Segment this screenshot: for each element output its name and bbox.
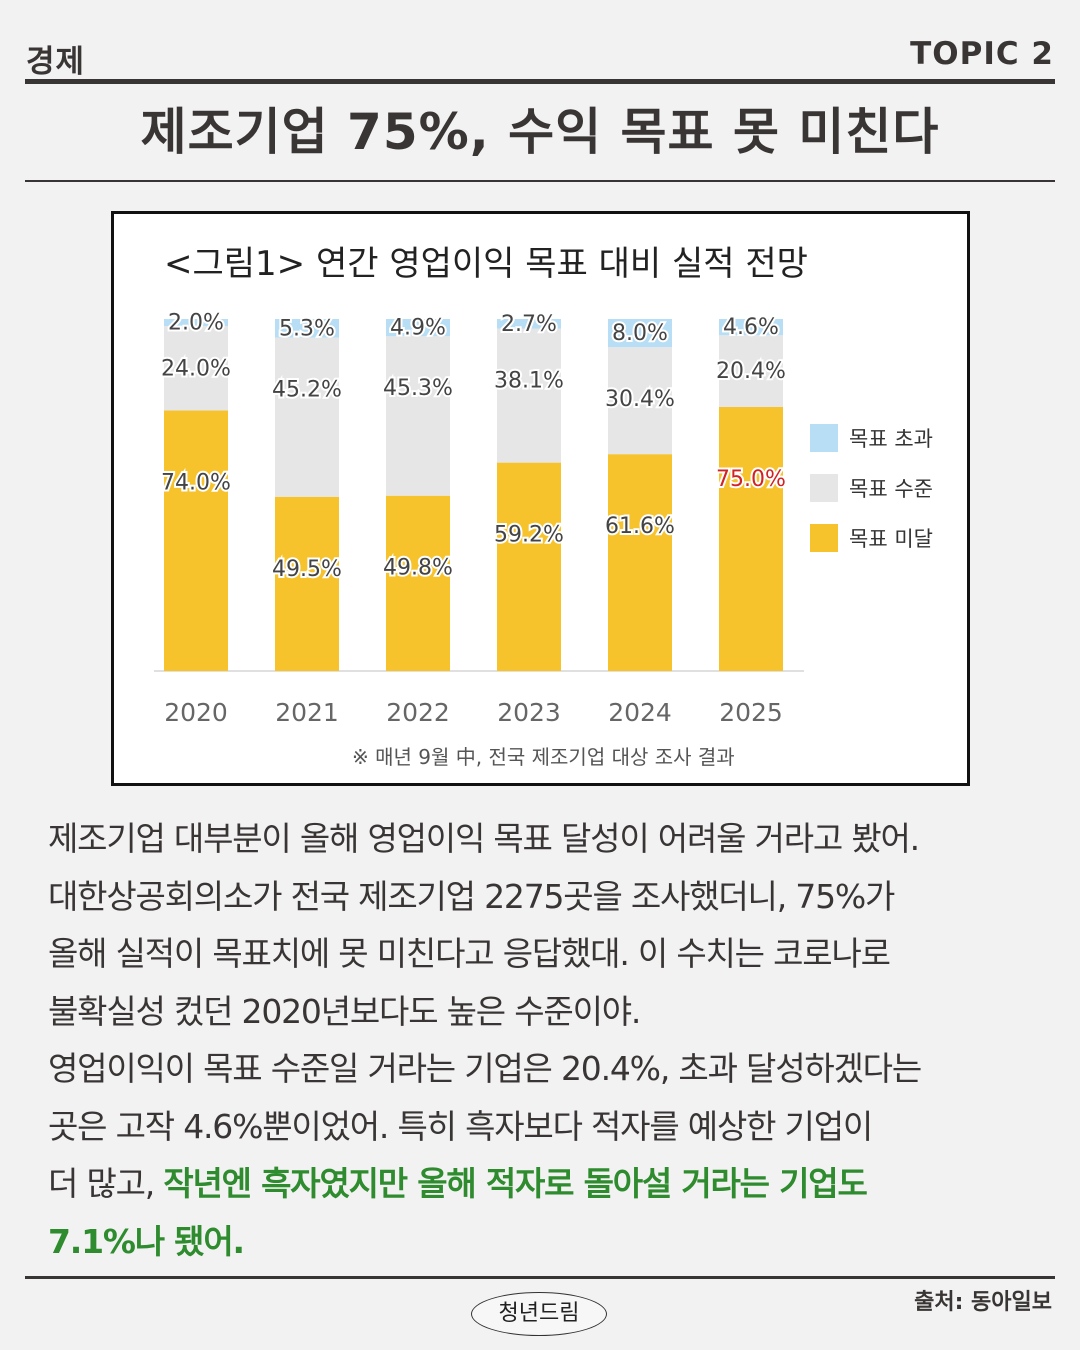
bar-segment: [497, 319, 561, 329]
x-tick-label: 2025: [719, 698, 783, 727]
data-label: 30.4%: [605, 387, 675, 412]
article-line: 불확실성 컸던 2020년보다도 높은 수준이야.: [48, 991, 641, 1031]
bar-segment: [386, 495, 450, 671]
bar-segment: [275, 496, 339, 671]
article-highlight: 작년엔 흑자였지만 올해 적자로 돌아설 거라는 기업도: [163, 1164, 867, 1203]
x-tick-label: 2024: [608, 698, 672, 727]
data-label: 4.9%: [390, 316, 446, 341]
page-title: 제조기업 75%, 수익 목표 못 미친다: [140, 103, 940, 161]
data-label: 24.0%: [161, 356, 231, 381]
x-tick-label: 2021: [275, 698, 339, 727]
chart-footnote: ※ 매년 9월 中, 전국 제조기업 대상 조사 결과: [352, 745, 735, 769]
data-label: 45.3%: [383, 376, 453, 401]
data-label: 49.8%: [383, 556, 453, 581]
bar-segment: [386, 336, 450, 496]
data-label: 75.0%: [716, 467, 786, 492]
legend-swatch: [810, 524, 838, 552]
data-label: 49.5%: [272, 557, 342, 582]
x-tick-label: 2020: [164, 698, 228, 727]
data-label: 8.0%: [612, 321, 668, 346]
bar-segment: [164, 410, 228, 671]
legend-swatch: [810, 474, 838, 502]
bar-segment: [608, 319, 672, 348]
legend-swatch: [810, 424, 838, 452]
article-highlight: 7.1%나 됐어.: [48, 1221, 245, 1261]
article-plain-text: 더 많고,: [48, 1164, 164, 1203]
data-label: 38.1%: [494, 369, 564, 394]
article-line: 영업이익이 목표 수준일 거라는 기업은 20.4%, 초과 달성하겠다는: [48, 1049, 922, 1088]
x-tick-label: 2022: [386, 698, 450, 727]
bar-segment: [164, 319, 228, 327]
data-label: 74.0%: [161, 471, 231, 496]
legend-label: 목표 미달: [849, 527, 933, 551]
chart-title: <그림1> 연간 영업이익 목표 대비 실적 전망: [164, 244, 808, 284]
data-label: 2.0%: [168, 311, 224, 336]
category-label: 경제: [26, 44, 86, 80]
header-divider: [25, 79, 1055, 84]
brand-badge: 청년드림: [471, 1292, 607, 1336]
chart-frame: <그림1> 연간 영업이익 목표 대비 실적 전망 74.0% 24.0% 2.0%…: [111, 211, 970, 786]
title-divider: [25, 180, 1055, 182]
data-label: 4.6%: [723, 315, 779, 340]
topic-label: TOPIC 2: [910, 36, 1054, 72]
bar-segment: [275, 337, 339, 497]
bar-segment: [608, 454, 672, 671]
footer-divider: [25, 1276, 1055, 1279]
stacked-bar-chart: <그림1> 연간 영업이익 목표 대비 실적 전망 74.0% 24.0% 2.0%…: [154, 244, 933, 769]
article-line: 제조기업 대부분이 올해 영업이익 목표 달성이 어려울 거라고 봤어.: [48, 819, 920, 858]
article-line: 더 많고, 작년엔 흑자였지만 올해 적자로 돌아설 거라는 기업도: [48, 1155, 1048, 1213]
bar-segment: [719, 335, 783, 407]
article-line: 올해 실적이 목표치에 못 미친다고 응답했대. 이 수치는 코로나로: [48, 934, 891, 973]
bar-segment: [719, 319, 783, 336]
bar-segment: [386, 319, 450, 337]
bar-segment: [719, 407, 783, 671]
bar-segment: [275, 319, 339, 338]
bar-segment: [497, 462, 561, 671]
data-label: 20.4%: [716, 359, 786, 384]
data-label: 2.7%: [501, 312, 557, 337]
bar-segment: [608, 347, 672, 455]
article-line: 대한상공회의소가 전국 제조기업 2275곳을 조사했더니, 75%가: [48, 876, 895, 916]
legend-label: 목표 수준: [849, 477, 933, 501]
x-tick-label: 2023: [497, 698, 561, 727]
article-body: 제조기업 대부분이 올해 영업이익 목표 달성이 어려울 거라고 봤어. 대한상…: [48, 810, 1048, 1270]
bar-segment: [497, 328, 561, 463]
data-label: 59.2%: [494, 523, 564, 548]
data-label: 61.6%: [605, 514, 675, 539]
article-line: 곳은 고작 4.6%뿐이었어. 특히 흑자보다 적자를 예상한 기업이: [48, 1106, 873, 1146]
bar-segment: [164, 326, 228, 411]
data-label: 5.3%: [279, 316, 335, 341]
source-credit: 출처: 동아일보: [914, 1290, 1052, 1315]
data-label: 45.2%: [272, 378, 342, 403]
legend-label: 목표 초과: [849, 427, 933, 451]
